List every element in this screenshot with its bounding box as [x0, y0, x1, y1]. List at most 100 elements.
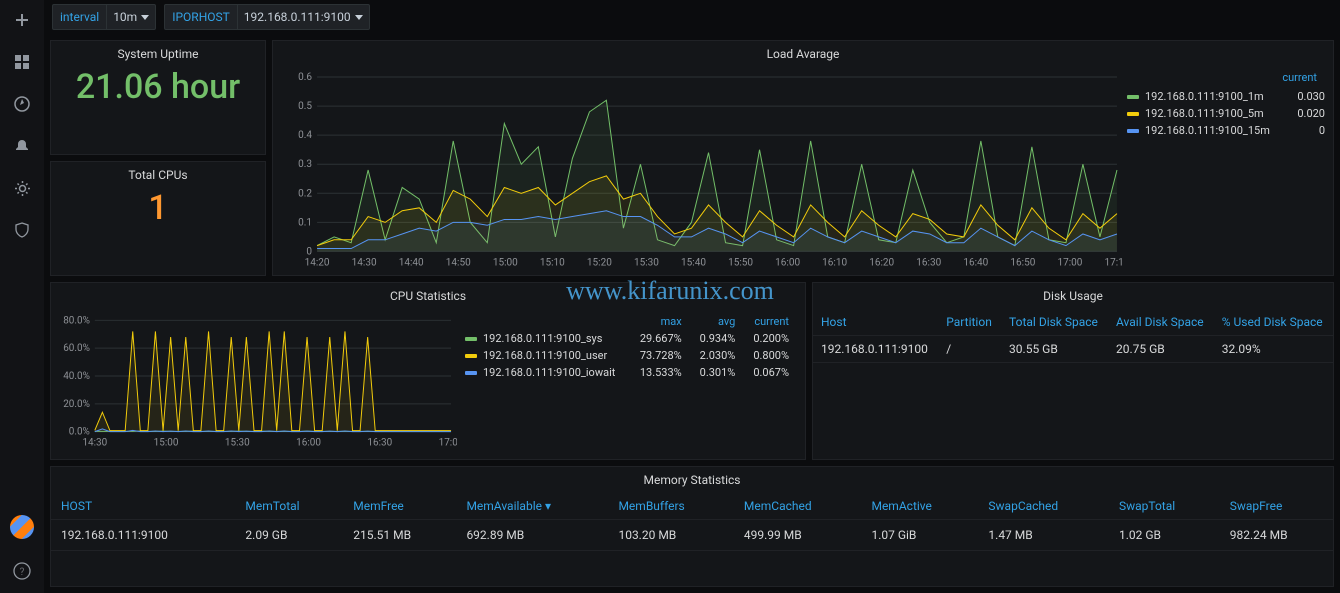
svg-text:16:10: 16:10 [822, 257, 847, 268]
grafana-logo-icon[interactable] [10, 515, 34, 539]
column-header[interactable]: MemTotal [235, 493, 343, 520]
help-icon[interactable]: ? [12, 561, 32, 581]
column-header[interactable]: MemBuffers [608, 493, 733, 520]
svg-text:16:50: 16:50 [1010, 257, 1035, 268]
variable-toolbar: interval 10m IPORHOST 192.168.0.111:9100 [44, 0, 1340, 34]
svg-text:14:50: 14:50 [446, 257, 471, 268]
legend-label: 192.168.0.111:9100_15m [1145, 124, 1277, 137]
column-header[interactable]: SwapTotal [1109, 493, 1220, 520]
memory-panel: Memory Statistics HOSTMemTotalMemFreeMem… [50, 466, 1334, 587]
alert-icon[interactable] [12, 136, 32, 156]
table-row[interactable]: 192.168.0.111:9100/30.55 GB20.75 GB32.09… [813, 336, 1333, 363]
svg-text:0.6: 0.6 [298, 72, 312, 83]
column-header[interactable]: max [630, 313, 690, 330]
legend-value: 0 [1283, 124, 1325, 137]
column-header[interactable]: SwapFree [1220, 493, 1333, 520]
column-header[interactable]: MemAvailable ▾ [456, 493, 608, 520]
svg-text:16:20: 16:20 [869, 257, 894, 268]
host-picker[interactable]: IPORHOST 192.168.0.111:9100 [164, 4, 369, 30]
svg-text:14:20: 14:20 [305, 257, 330, 268]
interval-picker[interactable]: interval 10m [52, 4, 156, 30]
plus-icon[interactable] [12, 10, 32, 30]
chevron-down-icon [141, 15, 149, 20]
load-legend: current 192.168.0.111:9100_1m0.030192.16… [1123, 71, 1325, 269]
cpus-value: 1 [148, 188, 167, 228]
disk-table: HostPartitionTotal Disk SpaceAvail Disk … [813, 309, 1333, 363]
column-header[interactable]: Host [813, 309, 938, 336]
column-header[interactable]: Total Disk Space [1001, 309, 1108, 336]
panel-title: Disk Usage [813, 283, 1333, 309]
svg-text:14:30: 14:30 [82, 438, 107, 449]
memory-table: HOSTMemTotalMemFreeMemAvailable ▾MemBuff… [51, 493, 1333, 551]
svg-text:0.4: 0.4 [298, 130, 312, 141]
column-header[interactable]: Avail Disk Space [1108, 309, 1214, 336]
panel-title: Total CPUs [51, 162, 265, 188]
svg-text:16:40: 16:40 [963, 257, 988, 268]
chevron-down-icon [355, 15, 363, 20]
svg-text:0.2: 0.2 [298, 188, 312, 199]
svg-text:16:30: 16:30 [367, 438, 392, 449]
svg-text:16:00: 16:00 [775, 257, 800, 268]
svg-text:60.0%: 60.0% [63, 343, 90, 354]
column-header[interactable]: HOST [51, 493, 235, 520]
column-header[interactable]: SwapCached [978, 493, 1109, 520]
shield-icon[interactable] [12, 220, 32, 240]
svg-text:0: 0 [306, 246, 312, 257]
load-panel: Load Avarage 0 0.1 0.2 0.3 0.4 0.5 0.6 14:20 14:… [272, 40, 1334, 276]
panel-title: CPU Statistics [51, 283, 805, 309]
svg-text:14:40: 14:40 [399, 257, 424, 268]
svg-text:0.1: 0.1 [298, 217, 312, 228]
svg-text:16:00: 16:00 [296, 438, 321, 449]
uptime-panel: System Uptime 21.06 hour [50, 40, 266, 155]
cpu-chart[interactable]: 0.0%20.0%40.0%60.0%80.0%14:3015:0015:301… [59, 313, 457, 451]
svg-text:15:00: 15:00 [493, 257, 518, 268]
column-header[interactable]: MemCached [734, 493, 862, 520]
column-header[interactable]: MemFree [343, 493, 456, 520]
svg-text:0.5: 0.5 [298, 101, 312, 112]
table-row[interactable]: 192.168.0.111:91002.09 GB215.51 MB692.89… [51, 520, 1333, 551]
column-header[interactable]: % Used Disk Space [1214, 309, 1333, 336]
svg-text:15:10: 15:10 [540, 257, 565, 268]
uptime-value: 21.06 hour [76, 67, 240, 107]
column-header[interactable]: current [743, 313, 797, 330]
legend-value: 0.020 [1283, 107, 1325, 120]
host-label: IPORHOST [165, 10, 237, 24]
legend-item[interactable]: 192.168.0.111:9100_sys29.667%0.934%0.200… [457, 330, 797, 347]
panel-title: Memory Statistics [51, 467, 1333, 493]
svg-text:17:00: 17:00 [439, 438, 457, 449]
svg-text:15:30: 15:30 [225, 438, 250, 449]
legend-item[interactable]: 192.168.0.111:9100_user73.728%2.030%0.80… [457, 347, 797, 364]
interval-label: interval [53, 10, 106, 24]
legend-item[interactable]: 192.168.0.111:9100_1m 0.030 [1127, 88, 1325, 105]
column-header[interactable]: Partition [938, 309, 1001, 336]
svg-text:40.0%: 40.0% [63, 371, 90, 382]
interval-value: 10m [113, 10, 137, 24]
legend-label: 192.168.0.111:9100_1m [1145, 90, 1277, 103]
dashboard-icon[interactable] [12, 52, 32, 72]
svg-text:20.0%: 20.0% [63, 399, 90, 410]
gear-icon[interactable] [12, 178, 32, 198]
svg-text:17:10: 17:10 [1105, 257, 1123, 268]
svg-text:15:30: 15:30 [634, 257, 659, 268]
legend-value: 0.030 [1283, 90, 1325, 103]
legend-item[interactable]: 192.168.0.111:9100_15m 0 [1127, 122, 1325, 139]
legend-item[interactable]: 192.168.0.111:9100_iowait13.533%0.301%0.… [457, 364, 797, 381]
svg-text:14:30: 14:30 [352, 257, 377, 268]
panel-title: System Uptime [51, 41, 265, 67]
svg-text:0.3: 0.3 [298, 159, 312, 170]
svg-text:15:40: 15:40 [681, 257, 706, 268]
svg-text:15:00: 15:00 [154, 438, 179, 449]
side-nav: ? [0, 0, 44, 593]
column-header[interactable]: avg [690, 313, 744, 330]
cpu-panel: CPU Statistics 0.0%20.0%40.0%60.0%80.0%1… [50, 282, 806, 460]
svg-text:0.0%: 0.0% [69, 427, 90, 438]
legend-item[interactable]: 192.168.0.111:9100_5m0.020 [1127, 105, 1325, 122]
load-chart[interactable]: 0 0.1 0.2 0.3 0.4 0.5 0.6 14:20 14:30 14:40 14:50 1… [281, 71, 1123, 269]
panel-title: Load Avarage [273, 41, 1333, 67]
svg-text:16:30: 16:30 [916, 257, 941, 268]
column-header[interactable]: MemActive [861, 493, 978, 520]
svg-text:17:00: 17:00 [1057, 257, 1082, 268]
svg-text:?: ? [20, 567, 25, 578]
cpus-panel: Total CPUs 1 [50, 161, 266, 276]
explore-icon[interactable] [12, 94, 32, 114]
